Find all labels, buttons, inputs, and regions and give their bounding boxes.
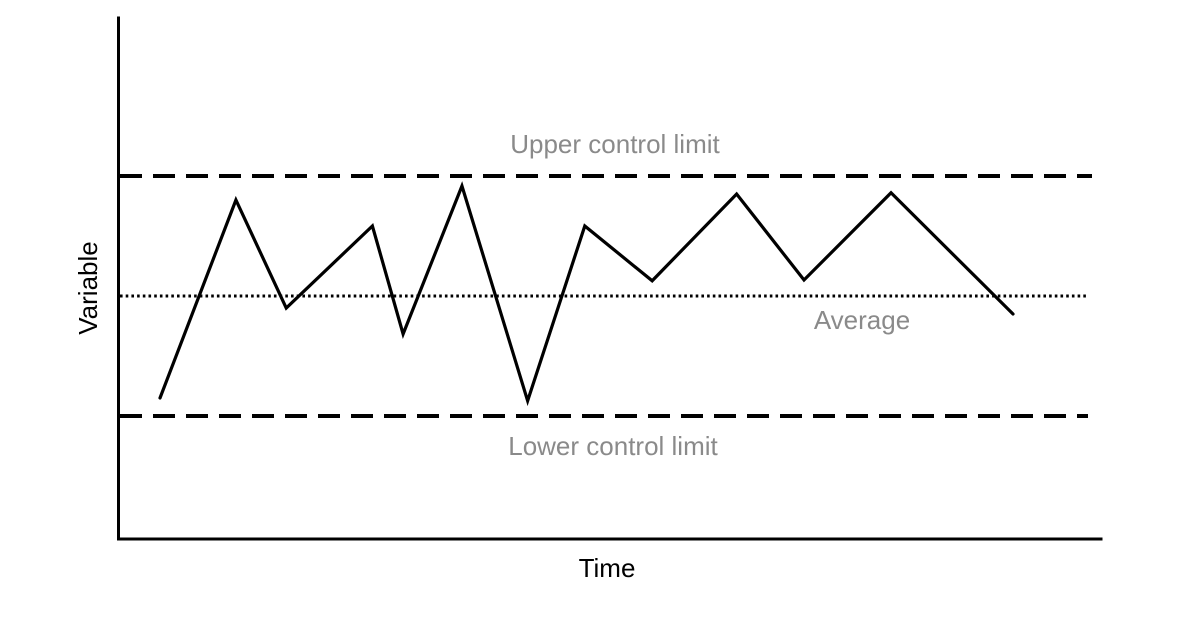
average-label: Average [814, 305, 910, 335]
lower-control-limit-label: Lower control limit [508, 431, 718, 461]
x-axis-label: Time [579, 553, 636, 583]
y-axis-label: Variable [73, 241, 103, 334]
process-variable-line [158, 181, 1015, 407]
upper-control-limit-label: Upper control limit [510, 129, 720, 159]
